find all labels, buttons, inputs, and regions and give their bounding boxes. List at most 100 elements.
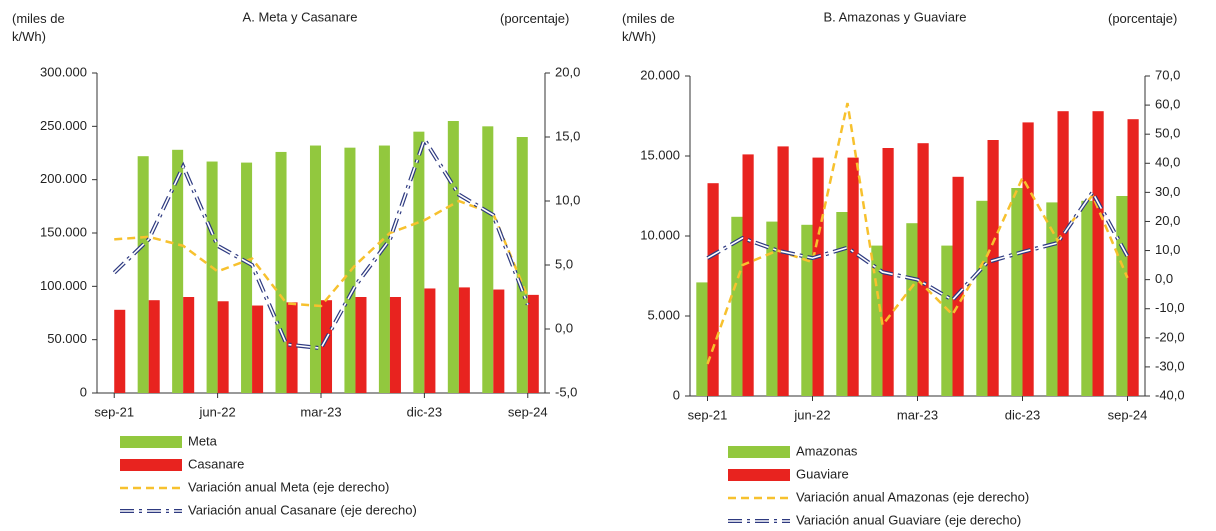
bar bbox=[286, 302, 298, 393]
bar bbox=[812, 157, 824, 396]
line-inner bbox=[707, 190, 1129, 302]
bar bbox=[836, 212, 848, 396]
x-tick-label: mar-23 bbox=[897, 407, 938, 422]
line-series bbox=[114, 199, 529, 308]
bar bbox=[801, 224, 813, 396]
bar bbox=[241, 162, 253, 393]
bar bbox=[987, 140, 999, 396]
x-tick-label: dic-23 bbox=[1005, 407, 1040, 422]
x-tick-label: dic-23 bbox=[407, 404, 442, 419]
x-tick-label: sep-24 bbox=[1108, 407, 1148, 422]
bar bbox=[172, 149, 184, 393]
x-tick-label: mar-23 bbox=[300, 404, 341, 419]
bar bbox=[976, 200, 988, 396]
bar bbox=[137, 156, 149, 393]
legend-label: Guaviare bbox=[796, 466, 849, 481]
y2-tick-label: -30,0 bbox=[1155, 358, 1185, 373]
y-tick-label: 250.000 bbox=[40, 118, 87, 133]
y-tick-label: 0 bbox=[80, 384, 87, 399]
line-inner bbox=[113, 137, 529, 350]
bar bbox=[707, 183, 719, 396]
legend-label: Variación anual Amazonas (eje derecho) bbox=[796, 489, 1029, 504]
bar bbox=[1081, 200, 1093, 396]
bar bbox=[917, 143, 929, 396]
y2-tick-label: -10,0 bbox=[1155, 300, 1185, 315]
legend-swatch bbox=[728, 469, 790, 481]
bar bbox=[742, 154, 754, 396]
bar bbox=[941, 245, 953, 396]
bar bbox=[696, 282, 708, 396]
legend-label: Meta bbox=[188, 433, 218, 448]
y2-tick-label: 15,0 bbox=[555, 128, 580, 143]
y-axis-label: (miles de k/Wh) bbox=[622, 11, 675, 44]
y2-tick-label: -5,0 bbox=[555, 384, 577, 399]
y2-tick-label: 0,0 bbox=[1155, 271, 1173, 286]
bar bbox=[1022, 122, 1034, 397]
bar bbox=[1127, 119, 1139, 396]
bar bbox=[1092, 111, 1104, 396]
bar bbox=[516, 137, 528, 393]
y2-tick-label: 0,0 bbox=[555, 320, 573, 335]
y-tick-label: 150.000 bbox=[40, 224, 87, 239]
bar bbox=[309, 145, 321, 393]
bar bbox=[458, 287, 470, 393]
y-tick-label: 15.000 bbox=[640, 147, 680, 162]
bar bbox=[1116, 196, 1128, 396]
y2-tick-label: 30,0 bbox=[1155, 184, 1180, 199]
y2-axis-label: (porcentaje) bbox=[1108, 11, 1178, 26]
bar bbox=[183, 297, 195, 393]
bar bbox=[275, 151, 287, 393]
bar bbox=[252, 305, 264, 393]
y2-tick-label: 40,0 bbox=[1155, 155, 1180, 170]
bar bbox=[493, 289, 505, 393]
bar bbox=[413, 131, 425, 393]
bar bbox=[1046, 202, 1058, 396]
y2-tick-label: 50,0 bbox=[1155, 126, 1180, 141]
y-tick-label: 20.000 bbox=[640, 67, 680, 82]
bar bbox=[355, 297, 367, 393]
y-tick-label: 300.000 bbox=[40, 64, 87, 79]
y-tick-label: 50.000 bbox=[47, 331, 87, 346]
bar bbox=[847, 157, 859, 396]
y2-axis-label: (porcentaje) bbox=[500, 11, 570, 26]
y2-tick-label: -20,0 bbox=[1155, 329, 1185, 344]
legend-swatch bbox=[120, 459, 182, 471]
legend-swatch bbox=[728, 446, 790, 458]
y-axis-label: (miles de k/Wh) bbox=[12, 11, 65, 44]
x-tick-label: sep-24 bbox=[508, 404, 548, 419]
legend-label: Amazonas bbox=[796, 443, 858, 458]
bar bbox=[217, 301, 229, 393]
y2-tick-label: 10,0 bbox=[555, 192, 580, 207]
legend-label: Variación anual Guaviare (eje derecho) bbox=[796, 512, 1021, 527]
x-tick-label: sep-21 bbox=[688, 407, 728, 422]
legend-label: Casanare bbox=[188, 456, 244, 471]
y-tick-label: 10.000 bbox=[640, 227, 680, 242]
y2-tick-label: 5,0 bbox=[555, 256, 573, 271]
bar bbox=[871, 245, 883, 396]
y2-tick-label: 60,0 bbox=[1155, 97, 1180, 112]
y2-tick-label: 70,0 bbox=[1155, 67, 1180, 82]
chart-title: A. Meta y Casanare bbox=[243, 9, 358, 24]
x-tick-label: jun-22 bbox=[793, 407, 830, 422]
bar bbox=[424, 288, 436, 393]
bar bbox=[906, 223, 918, 396]
bar bbox=[527, 294, 539, 393]
bar bbox=[1011, 188, 1023, 396]
legend-swatch bbox=[120, 436, 182, 448]
y-tick-label: 200.000 bbox=[40, 171, 87, 186]
y-tick-label: 100.000 bbox=[40, 278, 87, 293]
y-tick-label: 0 bbox=[673, 387, 680, 402]
bar bbox=[114, 309, 126, 393]
bar bbox=[766, 221, 778, 396]
y-tick-label: 5.000 bbox=[647, 307, 680, 322]
legend-label: Variación anual Meta (eje derecho) bbox=[188, 479, 389, 494]
x-tick-label: sep-21 bbox=[94, 404, 134, 419]
bar bbox=[389, 297, 401, 393]
bar bbox=[777, 146, 789, 396]
bar bbox=[482, 126, 494, 393]
x-tick-label: jun-22 bbox=[199, 404, 236, 419]
y2-tick-label: 20,0 bbox=[1155, 213, 1180, 228]
y2-tick-label: 10,0 bbox=[1155, 242, 1180, 257]
